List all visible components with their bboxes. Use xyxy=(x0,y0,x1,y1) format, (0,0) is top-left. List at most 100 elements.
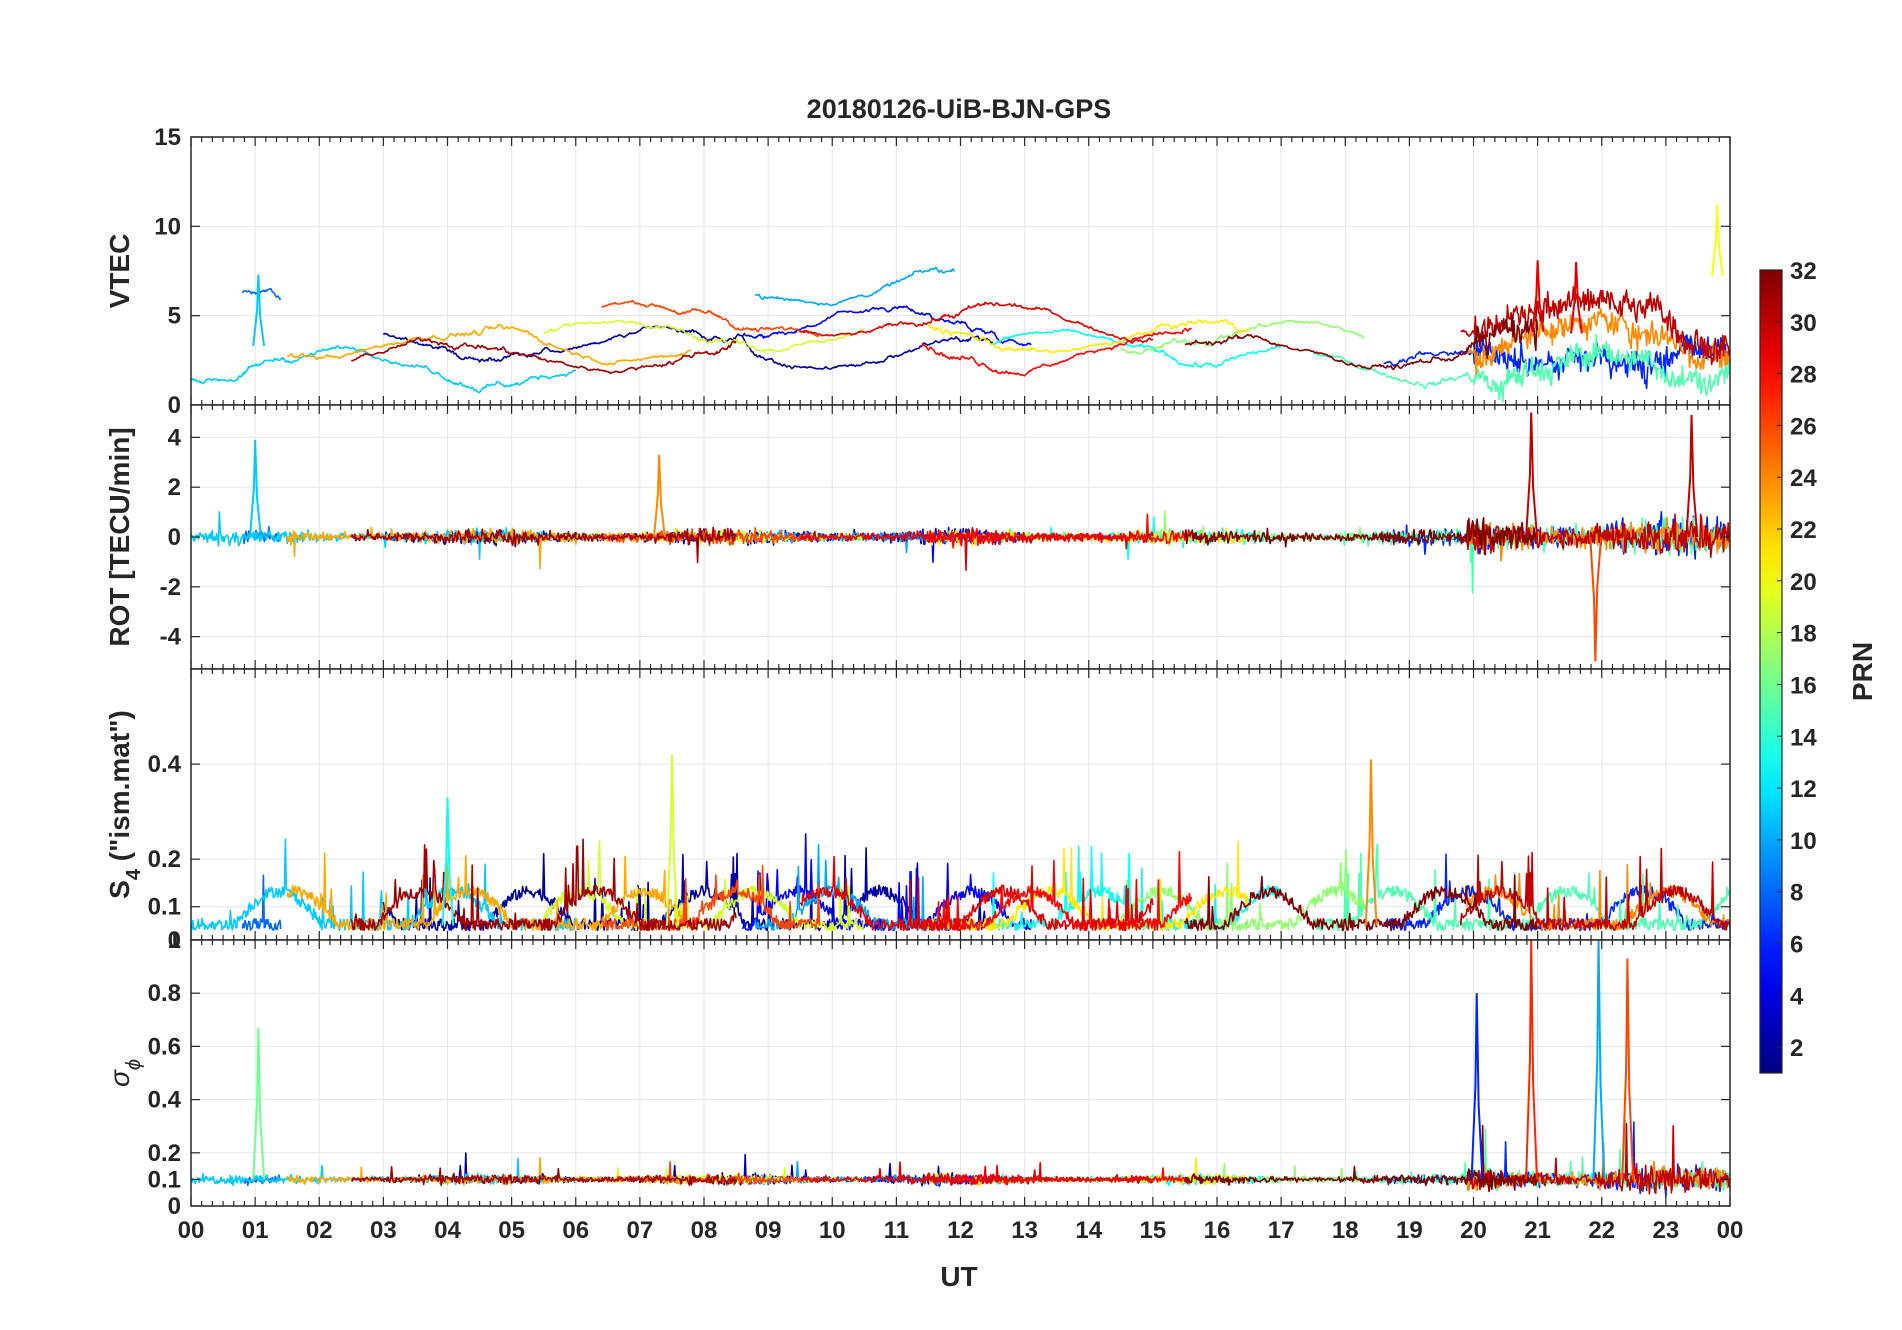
x-tick-label: 02 xyxy=(306,1217,333,1244)
y-axis-label-rest: ("ism.mat") xyxy=(104,710,135,869)
colorbar-tick-label: 14 xyxy=(1790,724,1817,751)
peak-spike-rot-0 xyxy=(1525,412,1538,538)
x-tick-label: 00 xyxy=(1717,1217,1744,1244)
peak-spike-sigma_phi-1 xyxy=(1592,940,1606,1180)
colorbar-tick-label: 30 xyxy=(1790,310,1817,337)
panel-vtec-grid xyxy=(191,137,1730,405)
series-line-prn-29 xyxy=(799,855,1154,932)
y-axis-label-s4: S4 ("ism.mat") xyxy=(104,710,145,899)
x-tick-label: 04 xyxy=(434,1217,461,1244)
x-tick-label: 12 xyxy=(947,1217,974,1244)
y-tick-label: 0 xyxy=(168,1193,181,1220)
peak-spike-rot-2 xyxy=(248,439,262,538)
series-line-prn-31 xyxy=(350,838,737,932)
x-tick-label: 14 xyxy=(1075,1217,1102,1244)
peak-spike-s4-0 xyxy=(665,754,679,926)
colorbar-tick-label: 8 xyxy=(1790,880,1803,907)
peak-spike-vtec-1 xyxy=(1531,260,1545,332)
series-line-prn-11 xyxy=(191,345,577,394)
colorbar-tick-label: 22 xyxy=(1790,517,1817,544)
peak-spike-sigma_phi-0 xyxy=(1525,940,1538,1180)
x-tick-label: 08 xyxy=(691,1217,718,1244)
x-tick-label: 23 xyxy=(1653,1217,1680,1244)
y-tick-label: 15 xyxy=(154,124,181,151)
y-axis-label-main: S xyxy=(104,880,135,899)
y-tick-label: 0.2 xyxy=(148,1140,181,1167)
panel-vtec: 0 5 10 15 VTEC xyxy=(104,124,1731,419)
series-line-prn-32 xyxy=(1184,1124,1539,1193)
x-tick-label: 17 xyxy=(1268,1217,1295,1244)
series-line-prn-8 xyxy=(241,874,282,932)
series-line-prn-29 xyxy=(800,301,1154,344)
panel-rot-x-ticks xyxy=(190,405,1731,669)
series-line-prn-29 xyxy=(799,1161,1154,1186)
y-tick-label: 5 xyxy=(168,303,181,330)
colorbar-tick-label: 10 xyxy=(1790,828,1817,855)
panel-sigma_phi-series xyxy=(191,940,1730,1198)
series-line-prn-29 xyxy=(800,526,1154,572)
series-line-prn-10 xyxy=(754,266,955,307)
panel-vtec-series xyxy=(191,204,1730,404)
y-axis-label-rot: ROT [TECU/min] xyxy=(104,427,135,646)
series-line-prn-13 xyxy=(992,328,1282,369)
y-tick-label-bottom: 0 xyxy=(168,927,181,954)
y-tick-label: 0.4 xyxy=(148,1087,182,1114)
series-line-prn-30 xyxy=(1459,847,1730,932)
peak-spike-s4-1 xyxy=(1364,759,1378,926)
x-tick-label: 05 xyxy=(498,1217,525,1244)
series-line-prn-15 xyxy=(1312,333,1730,404)
y-tick-label: 0.8 xyxy=(148,980,181,1007)
colorbar-label: PRN xyxy=(1847,642,1878,701)
panel-sigma_phi-x-ticks xyxy=(190,940,1731,1206)
series-line-prn-28 xyxy=(921,327,1192,377)
colorbar-tick-label: 6 xyxy=(1790,931,1803,958)
x-tick-label: 07 xyxy=(627,1217,654,1244)
colorbar-tick-label: 18 xyxy=(1790,621,1817,648)
series-line-prn-32 xyxy=(1184,516,1538,555)
series-line-prn-28 xyxy=(921,850,1193,932)
series-line-prn-31 xyxy=(350,526,737,564)
y-tick-label: 1 xyxy=(168,927,181,954)
x-tick-labels: 00 01 02 03 04 05 06 07 08 09 10 11 12 13 14 15 16 17 18 19… xyxy=(178,1217,1744,1244)
x-tick-label: 01 xyxy=(242,1217,269,1244)
x-tick-label: 21 xyxy=(1524,1217,1551,1244)
y-tick-label: 0.4 xyxy=(148,751,182,778)
peak-spike-rot-3 xyxy=(652,454,666,538)
panel-vtec-x-ticks xyxy=(190,137,1731,405)
panel-s4: 0.1 0.2 0.4 0 S4 ("ism.mat") xyxy=(104,668,1731,954)
x-tick-label: 00 xyxy=(178,1217,205,1244)
series-line-prn-26 xyxy=(600,864,821,932)
y-tick-label: 0.1 xyxy=(148,1166,181,1193)
colorbar-tick-label: 20 xyxy=(1790,569,1817,596)
x-tick-label: 16 xyxy=(1204,1217,1231,1244)
y-tick-label: 10 xyxy=(154,213,181,240)
series-line-prn-30 xyxy=(1459,1122,1730,1195)
y-tick-label: 0.2 xyxy=(148,846,181,873)
panel-rot: -4 -2 0 2 4 ROT [TECU/min] xyxy=(104,404,1731,670)
y-axis-label-vtec: VTEC xyxy=(104,234,135,309)
series-line-prn-19 xyxy=(543,319,865,353)
y-tick-label: 0 xyxy=(168,524,181,551)
x-tick-label: 20 xyxy=(1460,1217,1487,1244)
y-axis-label-sub: 4 xyxy=(123,868,145,880)
series-line-prn-26 xyxy=(600,527,821,547)
peak-spike-vtec-3 xyxy=(252,274,266,347)
series-line-prn-17 xyxy=(1120,848,1366,932)
x-tick-label: 11 xyxy=(884,1217,909,1244)
series-line-prn-31 xyxy=(351,1166,737,1186)
y-axis-label-main: σ xyxy=(104,1069,135,1087)
series-line-prn-32 xyxy=(1184,314,1539,371)
y-tick-label: 4 xyxy=(168,424,182,451)
y-tick-label: 0.6 xyxy=(148,1033,181,1060)
series-line-prn-8 xyxy=(241,287,282,301)
series-line-prn-31 xyxy=(351,337,737,375)
colorbar-gradient xyxy=(1759,269,1783,1074)
x-tick-label: 22 xyxy=(1588,1217,1615,1244)
panel-s4-x-ticks xyxy=(190,669,1731,940)
series-line-prn-2 xyxy=(382,325,994,370)
colorbar-tick-label: 12 xyxy=(1790,776,1817,803)
series-line-prn-5 xyxy=(742,305,1032,347)
